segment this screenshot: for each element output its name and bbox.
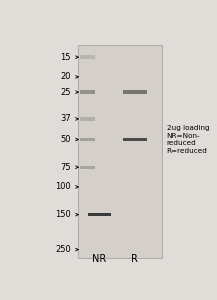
Text: 2ug loading
NR=Non-
reduced
R=reduced: 2ug loading NR=Non- reduced R=reduced <box>167 125 209 154</box>
Bar <box>80 90 95 94</box>
Text: NR: NR <box>92 254 107 263</box>
Bar <box>80 138 95 141</box>
Bar <box>78 45 162 258</box>
Bar <box>80 56 95 59</box>
Text: 100: 100 <box>55 182 71 191</box>
Bar <box>123 90 146 94</box>
Text: R: R <box>131 254 138 263</box>
Text: 25: 25 <box>60 88 71 97</box>
Text: 50: 50 <box>60 135 71 144</box>
Text: 37: 37 <box>60 114 71 123</box>
Text: 15: 15 <box>60 53 71 62</box>
Bar <box>88 213 111 216</box>
Text: 20: 20 <box>60 72 71 81</box>
Bar <box>80 166 95 169</box>
Text: 150: 150 <box>55 210 71 219</box>
Text: 75: 75 <box>60 163 71 172</box>
Bar <box>80 117 95 121</box>
Text: 250: 250 <box>55 245 71 254</box>
Bar <box>123 138 146 141</box>
